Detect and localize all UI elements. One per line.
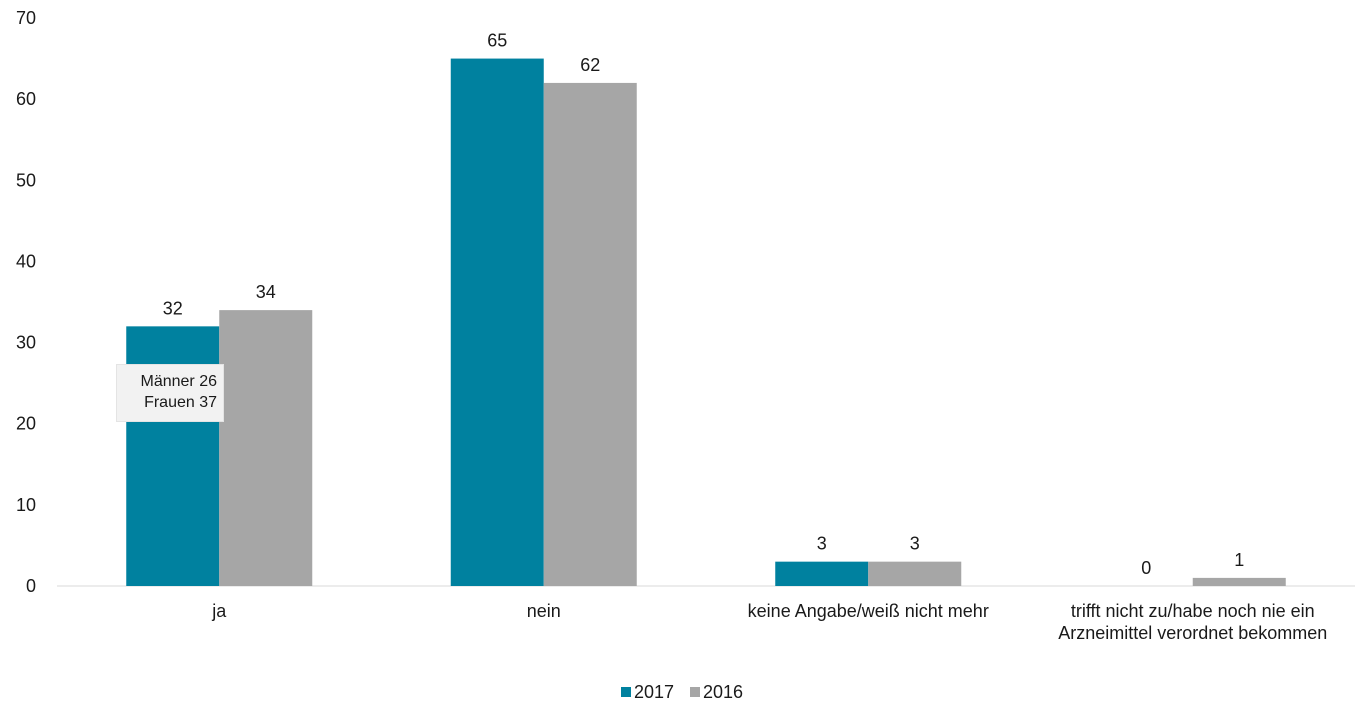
x-category-label: trifft nicht zu/habe noch nie ein <box>1071 601 1315 621</box>
legend-label: 2016 <box>703 681 744 702</box>
x-category-label: keine Angabe/weiß nicht mehr <box>748 601 989 621</box>
data-label: 3 <box>817 534 827 554</box>
data-label: 65 <box>487 31 507 51</box>
x-category-label: nein <box>527 601 561 621</box>
y-tick-label: 60 <box>16 89 36 109</box>
bar-2017-1 <box>450 58 544 587</box>
legend-item-2017: 2017 <box>620 681 674 703</box>
data-label: 3 <box>910 534 920 554</box>
x-category-label: Arzneimittel verordnet bekommen <box>1058 623 1327 643</box>
gender-annotation-box: Männer 26 Frauen 37 <box>116 364 224 422</box>
y-tick-label: 30 <box>16 333 36 353</box>
data-label: 1 <box>1234 550 1244 570</box>
bar-2016-2 <box>868 561 962 586</box>
data-label: 0 <box>1141 558 1151 578</box>
bar-2017-2 <box>775 561 869 586</box>
data-label: 32 <box>163 298 183 318</box>
bar-2016-0 <box>219 310 313 586</box>
y-tick-label: 70 <box>16 8 36 28</box>
x-category-label: ja <box>211 601 227 621</box>
bar-2016-3 <box>1192 577 1286 586</box>
legend-label: 2017 <box>633 681 674 702</box>
y-tick-label: 0 <box>26 576 36 596</box>
legend: 2017 2016 <box>0 680 1364 704</box>
annotation-men: Männer 26 <box>140 373 218 390</box>
legend-item-2016: 2016 <box>690 682 743 703</box>
y-tick-label: 40 <box>16 251 36 271</box>
y-tick-label: 20 <box>16 414 36 434</box>
annotation-women: Frauen 37 <box>144 394 217 411</box>
y-tick-label: 50 <box>16 170 36 190</box>
y-tick-label: 10 <box>16 495 36 515</box>
data-label: 34 <box>256 282 276 302</box>
bar-2016-1 <box>543 82 637 587</box>
data-label: 62 <box>580 55 600 75</box>
legend-swatch <box>690 687 700 697</box>
legend-swatch <box>620 687 631 697</box>
